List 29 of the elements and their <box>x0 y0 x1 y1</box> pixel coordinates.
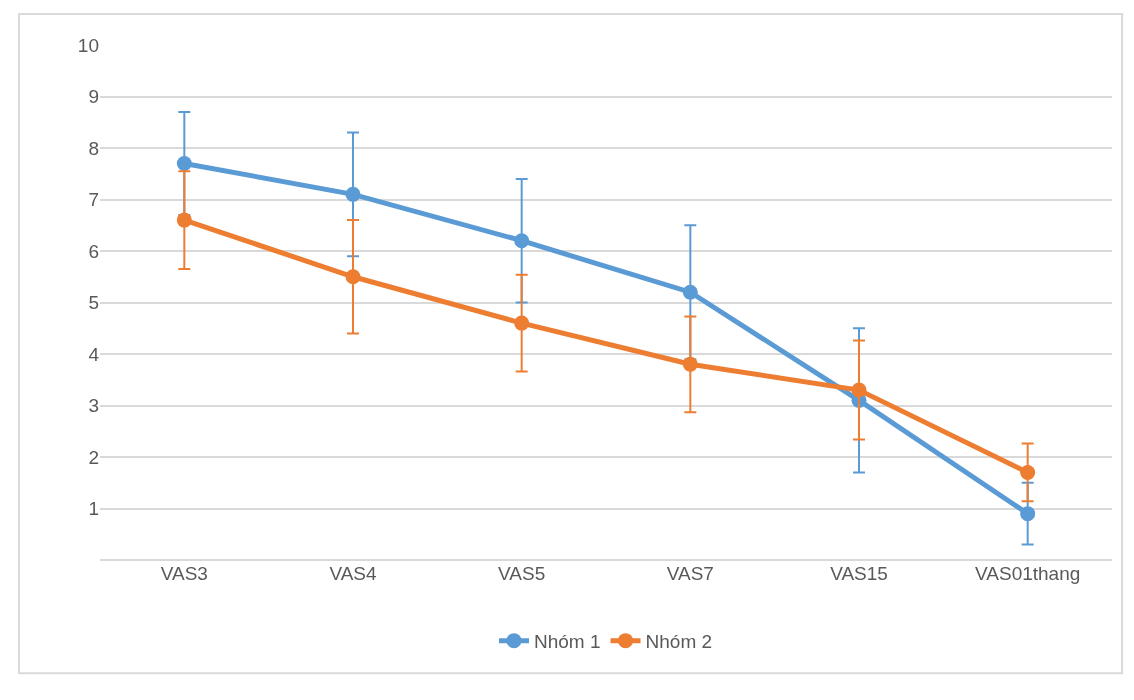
point <box>514 233 530 249</box>
y-tick-label: 6 <box>88 240 99 262</box>
x-tick-label: VAS01thang <box>975 563 1081 584</box>
point <box>1020 506 1036 522</box>
x-tick-label: VAS3 <box>160 563 208 584</box>
point <box>514 315 530 331</box>
x-tick-label: VAS15 <box>830 563 888 584</box>
point <box>851 382 867 398</box>
point <box>176 212 192 228</box>
y-tick-label: 5 <box>88 292 99 314</box>
y-tick-label: 7 <box>88 189 99 211</box>
x-tick-label: VAS4 <box>329 563 378 584</box>
point <box>345 269 361 285</box>
y-tick-label: 1 <box>88 498 99 520</box>
x-tick-label: VAS5 <box>498 563 546 584</box>
point <box>345 186 361 202</box>
point <box>682 284 698 300</box>
y-tick-label: 8 <box>88 137 99 159</box>
y-tick-label: 4 <box>88 343 100 365</box>
legend-label: Nhóm 1 <box>534 631 601 653</box>
y-tick-label: 3 <box>88 395 99 417</box>
y-tick-label: 9 <box>88 86 99 108</box>
x-tick-label: VAS7 <box>666 563 714 584</box>
point <box>176 155 192 171</box>
point <box>1020 464 1036 480</box>
point <box>682 356 698 372</box>
y-tick-label: 2 <box>88 446 99 468</box>
y-tick-label: 10 <box>77 34 99 56</box>
legend-label: Nhóm 2 <box>645 631 713 653</box>
